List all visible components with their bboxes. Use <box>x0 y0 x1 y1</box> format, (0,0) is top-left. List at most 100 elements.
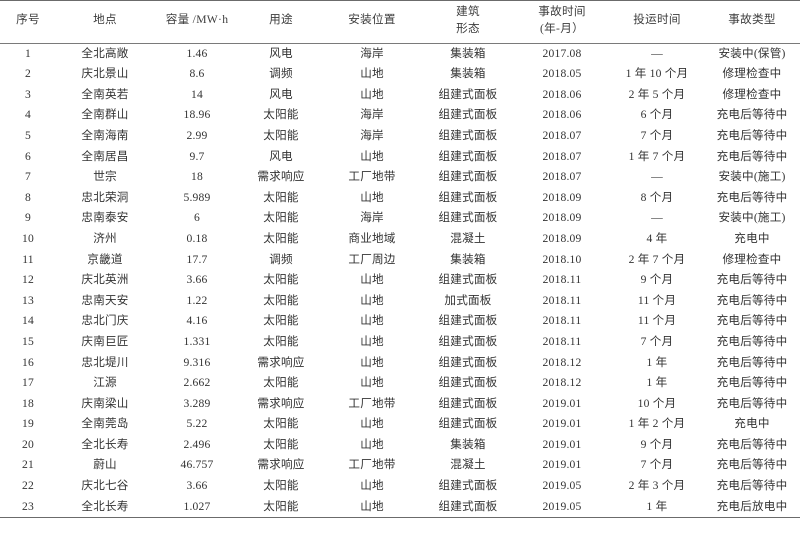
table-container: 序号 地点 容量 /MW·h 用途 安装位置 建筑 形态 事故时间 (年-月） 投运时间 事故类型 … <box>0 0 800 519</box>
cell-location: 海岸 <box>360 211 384 225</box>
cell-form: 组建式面板 <box>438 170 498 184</box>
table-row: 12 庆北英洲 3.66 太阳能 山地 组建式面板 2018.11 9 个月 充电后等待中 <box>0 270 800 291</box>
cell-location: 山地 <box>360 87 384 101</box>
cell-location: 山地 <box>360 355 384 369</box>
cell-site: 全北长寿 <box>81 437 129 451</box>
cell-location: 山地 <box>360 437 384 451</box>
cell-usage: 需求响应 <box>257 396 305 410</box>
cell-acc_time: 2019.05 <box>542 479 582 493</box>
cell-index: 2 <box>25 67 31 81</box>
cell-usage: 太阳能 <box>263 334 299 348</box>
cell-oper_time: 7 个月 <box>640 458 674 472</box>
cell-location: 山地 <box>360 314 384 328</box>
cell-site: 全南莞岛 <box>81 417 129 431</box>
cell-oper_time: 1 年 <box>646 355 668 369</box>
cell-index: 12 <box>22 273 34 287</box>
table-row: 10 济州 0.18 太阳能 商业地域 混凝土 2018.09 4 年 充电中 <box>0 229 800 250</box>
cell-capacity: 5.22 <box>186 417 208 431</box>
cell-usage: 太阳能 <box>263 273 299 287</box>
cell-form: 集装箱 <box>450 46 486 60</box>
cell-index: 14 <box>22 314 34 328</box>
cell-usage: 太阳能 <box>263 376 299 390</box>
cell-location: 工厂地带 <box>348 458 396 472</box>
table-row: 3 全南英若 14 风电 山地 组建式面板 2018.06 2 年 5 个月 修理检查中 <box>0 85 800 106</box>
cell-acc_type: 充电后等待中 <box>716 458 788 472</box>
cell-acc_type: 充电后等待中 <box>716 334 788 348</box>
cell-form: 混凝土 <box>450 458 486 472</box>
cell-usage: 太阳能 <box>263 190 299 204</box>
cell-location: 海岸 <box>360 108 384 122</box>
cell-acc_type: 充电后等待中 <box>716 293 788 307</box>
cell-acc_type: 充电后等待中 <box>716 479 788 493</box>
cell-form: 组建式面板 <box>438 355 498 369</box>
cell-form: 集装箱 <box>450 67 486 81</box>
cell-acc_type: 安装中(保管) <box>718 46 786 60</box>
cell-oper_time: 11 个月 <box>637 314 677 328</box>
cell-acc_type: 修理检查中 <box>722 252 782 266</box>
cell-oper_time: — <box>651 46 663 60</box>
cell-acc_time: 2018.11 <box>542 273 582 287</box>
cell-capacity: 9.7 <box>189 149 205 163</box>
table-row: 14 忠北门庆 4.16 太阳能 山地 组建式面板 2018.11 11 个月 充电后等待中 <box>0 311 800 332</box>
table-header: 序号 地点 容量 /MW·h 用途 安装位置 建筑 形态 事故时间 (年-月） 投运时间 事故类型 <box>0 1 800 44</box>
cell-location: 商业地域 <box>348 231 396 245</box>
cell-acc_time: 2018.11 <box>542 334 582 348</box>
cell-form: 集装箱 <box>450 437 486 451</box>
cell-capacity: 1.46 <box>186 46 208 60</box>
cell-form: 混凝土 <box>450 231 486 245</box>
cell-acc_time: 2018.07 <box>542 149 582 163</box>
cell-acc_type: 修理检查中 <box>722 67 782 81</box>
cell-index: 11 <box>22 252 34 266</box>
cell-acc_time: 2018.11 <box>542 293 582 307</box>
cell-usage: 调频 <box>269 67 293 81</box>
cell-capacity: 4.16 <box>186 314 208 328</box>
column-header-label: 形态 <box>456 21 480 35</box>
table-row: 6 全南居昌 9.7 风电 山地 组建式面板 2018.07 1 年 7 个月 充电后等待中 <box>0 147 800 168</box>
cell-capacity: 6 <box>194 211 200 225</box>
cell-capacity: 3.66 <box>186 273 208 287</box>
table-row: 15 庆南巨匠 1.331 太阳能 山地 组建式面板 2018.11 7 个月 充电后等待中 <box>0 332 800 353</box>
cell-site: 全北高敞 <box>81 46 129 60</box>
cell-capacity: 8.6 <box>189 67 205 81</box>
cell-site: 庆北英洲 <box>81 273 129 287</box>
cell-form: 组建式面板 <box>438 190 498 204</box>
cell-usage: 太阳能 <box>263 128 299 142</box>
cell-form: 组建式面板 <box>438 211 498 225</box>
cell-capacity: 18 <box>191 170 203 184</box>
cell-form: 组建式面板 <box>438 479 498 493</box>
cell-capacity: 3.289 <box>183 396 211 410</box>
cell-form: 组建式面板 <box>438 334 498 348</box>
column-header-form: 建筑 形态 <box>422 1 514 44</box>
cell-site: 全南英若 <box>81 87 129 101</box>
cell-site: 庆北七谷 <box>81 479 129 493</box>
cell-location: 工厂地带 <box>348 170 396 184</box>
cell-acc_type: 充电后等待中 <box>716 396 788 410</box>
cell-capacity: 46.757 <box>180 458 214 472</box>
cell-oper_time: 8 个月 <box>640 190 674 204</box>
cell-oper_time: 1 年 <box>646 376 668 390</box>
cell-oper_time: — <box>651 170 663 184</box>
cell-form: 组建式面板 <box>438 417 498 431</box>
cell-site: 忠南天安 <box>81 293 129 307</box>
cell-acc_time: 2018.12 <box>542 376 582 390</box>
column-header-site: 地点 <box>56 1 154 44</box>
cell-capacity: 1.331 <box>183 334 211 348</box>
cell-oper_time: 6 个月 <box>640 108 674 122</box>
cell-usage: 需求响应 <box>257 170 305 184</box>
cell-form: 组建式面板 <box>438 376 498 390</box>
cell-site: 忠北荣洞 <box>81 190 129 204</box>
cell-acc_time: 2018.06 <box>542 87 582 101</box>
column-header-label: 建筑 <box>456 5 480 18</box>
cell-capacity: 1.22 <box>186 293 208 307</box>
cell-index: 6 <box>25 149 31 163</box>
column-header-label: 序号 <box>16 13 40 27</box>
cell-oper_time: — <box>651 211 663 225</box>
cell-index: 9 <box>25 211 31 225</box>
cell-capacity: 2.99 <box>186 128 208 142</box>
cell-acc_time: 2019.01 <box>542 396 582 410</box>
cell-location: 工厂周边 <box>348 252 396 266</box>
cell-form: 组建式面板 <box>438 108 498 122</box>
cell-form: 组建式面板 <box>438 499 498 513</box>
table-body: 1 全北高敞 1.46 风电 海岸 集装箱 2017.08— 安装中(保管) 2 庆北景山 8.6 调… <box>0 43 800 518</box>
table-row: 19 全南莞岛 5.22 太阳能 山地 组建式面板 2019.01 1 年 2 个月 充电中 <box>0 414 800 435</box>
